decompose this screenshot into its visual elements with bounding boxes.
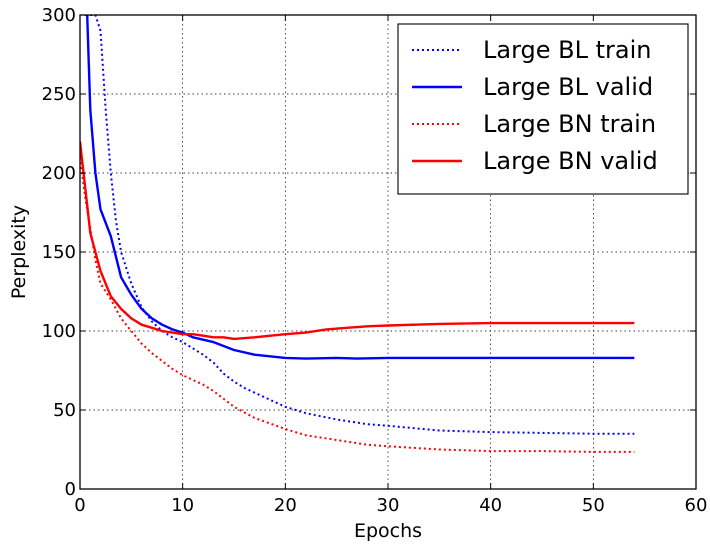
x-tick-labels: 0 10 20 30 40 50 60	[74, 495, 707, 516]
x-tick-label: 20	[274, 495, 297, 516]
series-lines	[80, 15, 635, 453]
series-line-3	[80, 141, 635, 341]
series-line-1	[86, 15, 635, 360]
y-axis-label: Perplexity	[8, 205, 30, 299]
legend: Large BL train Large BL valid Large BN tra…	[397, 23, 689, 195]
y-tick-label: 150	[42, 242, 76, 263]
y-tick-labels: 0 50 100 150 200 250 300	[42, 5, 76, 500]
x-tick-label: 60	[685, 495, 708, 516]
axis-ticks	[79, 14, 697, 490]
series-line-2	[80, 157, 635, 453]
y-tick-label: 50	[53, 400, 76, 421]
x-tick-label: 10	[171, 495, 194, 516]
y-tick-label: 200	[42, 163, 76, 184]
legend-box	[397, 23, 689, 195]
legend-label: Large BL train	[483, 36, 651, 64]
x-tick-label: 40	[479, 495, 502, 516]
series-line-0	[85, 15, 635, 435]
x-axis-label: Epochs	[354, 520, 422, 542]
legend-label: Large BL valid	[483, 73, 653, 101]
x-tick-label: 30	[377, 495, 400, 516]
x-tick-label: 0	[74, 495, 85, 516]
x-tick-label: 50	[582, 495, 605, 516]
y-tick-label: 250	[42, 84, 76, 105]
y-tick-label: 300	[42, 5, 76, 26]
legend-label: Large BN train	[483, 110, 656, 138]
y-tick-label: 100	[42, 321, 76, 342]
legend-label: Large BN valid	[483, 147, 658, 175]
y-tick-label: 0	[65, 479, 76, 500]
